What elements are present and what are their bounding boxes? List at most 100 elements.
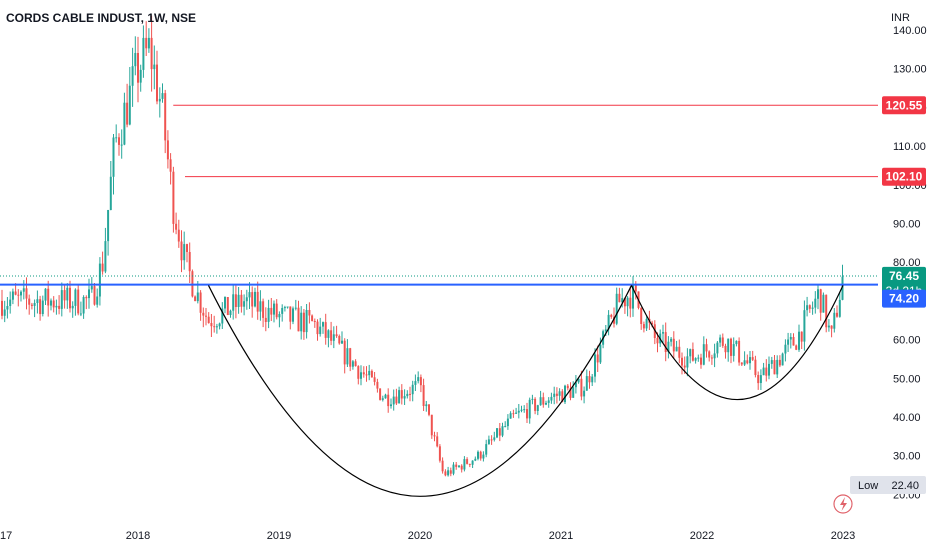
candle-body [251,292,254,307]
candle-body [150,37,153,70]
candle-body [327,330,330,338]
candle-body [487,439,490,445]
candle-body [44,288,47,301]
candle-body [120,144,123,146]
candle-body [830,325,833,329]
candle-body [153,64,156,70]
candle-body [368,370,371,376]
candle-body [218,323,221,327]
candle-body [22,288,25,292]
candle-body [438,446,441,461]
candle-body [196,292,199,302]
candle-body [735,340,738,345]
candle-body [700,357,702,365]
candle-body [504,426,507,428]
candle-body [338,336,341,344]
candle-body [319,326,322,335]
cup-curve-small[interactable] [630,285,844,400]
candle-body [594,354,596,377]
candle-body [248,292,251,298]
candle-body [528,399,531,419]
candle-body [156,64,158,102]
candle-body [381,398,384,400]
candle-body [147,37,150,49]
candle-body [512,413,515,415]
candle-body [580,378,583,397]
candle-body [322,322,324,327]
candle-body [466,459,469,464]
candle-body [534,398,537,411]
candle-body [738,340,741,363]
candle-body [137,53,139,83]
candle-body [115,137,118,139]
candle-body [232,294,235,311]
candle-body [324,322,327,338]
candle-body [455,464,458,467]
candle-body [808,305,811,309]
candle-body [482,454,485,459]
candle-body [349,348,352,367]
candle-body [615,293,618,324]
horizontal-lines-layer [0,104,878,286]
candle-body [645,318,648,329]
candle-body [11,291,14,300]
candle-body [63,290,66,301]
candle-body [79,313,82,315]
candle-body [539,397,542,406]
candle-body [229,310,232,315]
candle-body [814,298,817,308]
resistance-upper-badge-bg [882,96,926,115]
candle-body [33,303,36,306]
candle-body [433,435,436,437]
candle-body [789,337,792,340]
resistance-upper-badge: 120.55 [886,98,923,112]
candle-body [357,366,360,379]
support-badge-bg [882,289,926,308]
x-tick-label: 2018 [126,530,150,542]
candle-body [330,330,333,341]
candle-body [50,300,52,306]
candle-body [710,357,713,359]
y-tick-label: 110.00 [893,141,926,153]
candle-body [588,376,591,383]
y-tick-label: 60.00 [893,335,921,347]
candle-body [822,294,825,313]
candle-body [686,356,689,368]
candle-body [341,340,343,344]
candle-body [441,460,444,472]
candle-body [490,439,493,441]
candle-body [14,291,17,295]
candle-body [708,351,711,358]
candle-body [672,338,675,352]
candle-body [71,305,74,309]
candle-body [281,308,284,314]
candle-body [681,357,683,366]
candle-body [795,345,798,350]
candle-body [273,303,275,315]
candle-body [36,299,39,303]
lightning-icon[interactable] [833,494,853,514]
candle-body [213,326,216,328]
candle-body [177,229,180,242]
candle-body [460,465,463,470]
candle-body [705,344,708,352]
lightning-icon-bolt [840,497,847,511]
cup-curve-large[interactable] [207,285,633,497]
candle-body [806,305,809,311]
candle-body [468,463,471,465]
candle-body [1,300,3,316]
symbol-title: CORDS CABLE INDUST, 1W, NSE [6,11,196,25]
y-tick-label: 50.00 [893,373,921,385]
candle-body [142,37,145,70]
candle-body [621,298,624,303]
candle-body [836,312,838,317]
candle-body [398,390,401,404]
candle-body [599,344,602,363]
candle-body [762,367,765,376]
candle-body [458,465,460,467]
candle-body [547,400,550,403]
candle-body [409,393,411,395]
candle-body [798,331,800,350]
